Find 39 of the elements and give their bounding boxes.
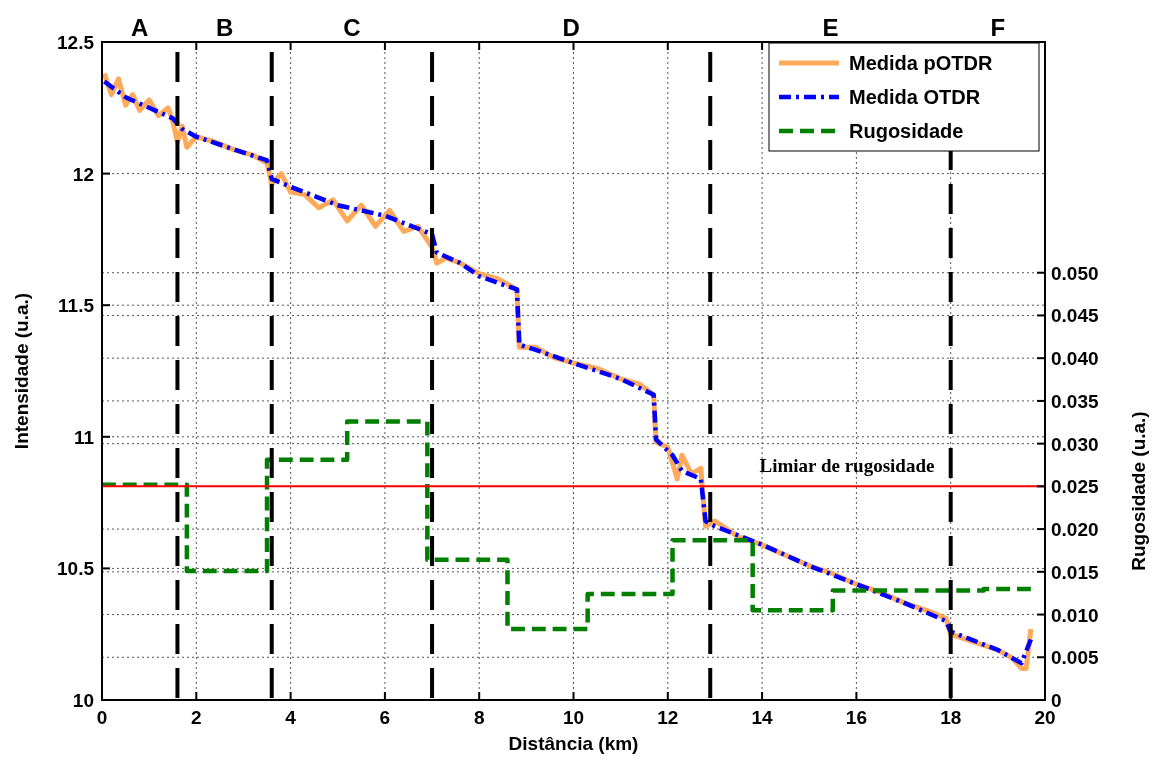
- legend-label: Medida OTDR: [849, 86, 981, 108]
- y-axis-title: Intensidade (u.a.): [11, 292, 32, 450]
- text: C: [343, 14, 361, 41]
- x-tick-label: 10: [562, 707, 585, 728]
- y2-tick-label: 0.015: [1051, 561, 1099, 583]
- x-tick-label: 16: [845, 707, 867, 728]
- text: F: [990, 14, 1006, 41]
- x-tick-label: 4: [285, 707, 297, 728]
- ref-line-label: Limiar de rugosidade: [759, 455, 935, 477]
- y2-tick-label: 0.005: [1051, 647, 1099, 669]
- y2-tick-label: 0.050: [1051, 262, 1099, 284]
- x-tick-label: 2: [191, 707, 202, 728]
- y-tick-label: 10.5: [57, 558, 95, 580]
- y2-tick-label: 0.030: [1051, 433, 1099, 455]
- text: E: [822, 14, 839, 41]
- x-tick-label: 14: [751, 707, 774, 728]
- y2-tick-label: 0.035: [1051, 390, 1099, 412]
- y2-axis-title: Rugosidade (u.a.): [1128, 411, 1149, 571]
- y-tick-label: 11.5: [58, 295, 95, 317]
- y2-tick-label: 0.020: [1051, 519, 1099, 541]
- y2-tick-label: 0.045: [1051, 305, 1099, 327]
- y2-tick-label: 0.010: [1051, 604, 1099, 626]
- legend-label: Medida pOTDR: [849, 52, 993, 74]
- legend-label: Rugosidade: [849, 120, 964, 142]
- x-tick-label: 12: [657, 707, 679, 728]
- y-tick-label: 12: [72, 163, 94, 185]
- y-tick-label: 11: [73, 426, 95, 448]
- y2-tick-label: 0.025: [1051, 476, 1099, 498]
- x-tick-label: 8: [473, 707, 485, 728]
- y-tick-label: 10: [72, 690, 94, 711]
- x-tick-label: 0: [96, 707, 108, 728]
- y2-tick-label: 0.040: [1051, 348, 1099, 370]
- x-tick-label: 18: [940, 707, 962, 728]
- y-tick-label: 12.5: [57, 32, 95, 53]
- text: A: [131, 14, 149, 41]
- text: D: [562, 14, 580, 41]
- x-axis-title: Distância (km): [508, 733, 639, 754]
- x-tick-label: 6: [379, 707, 391, 728]
- text: B: [215, 14, 234, 41]
